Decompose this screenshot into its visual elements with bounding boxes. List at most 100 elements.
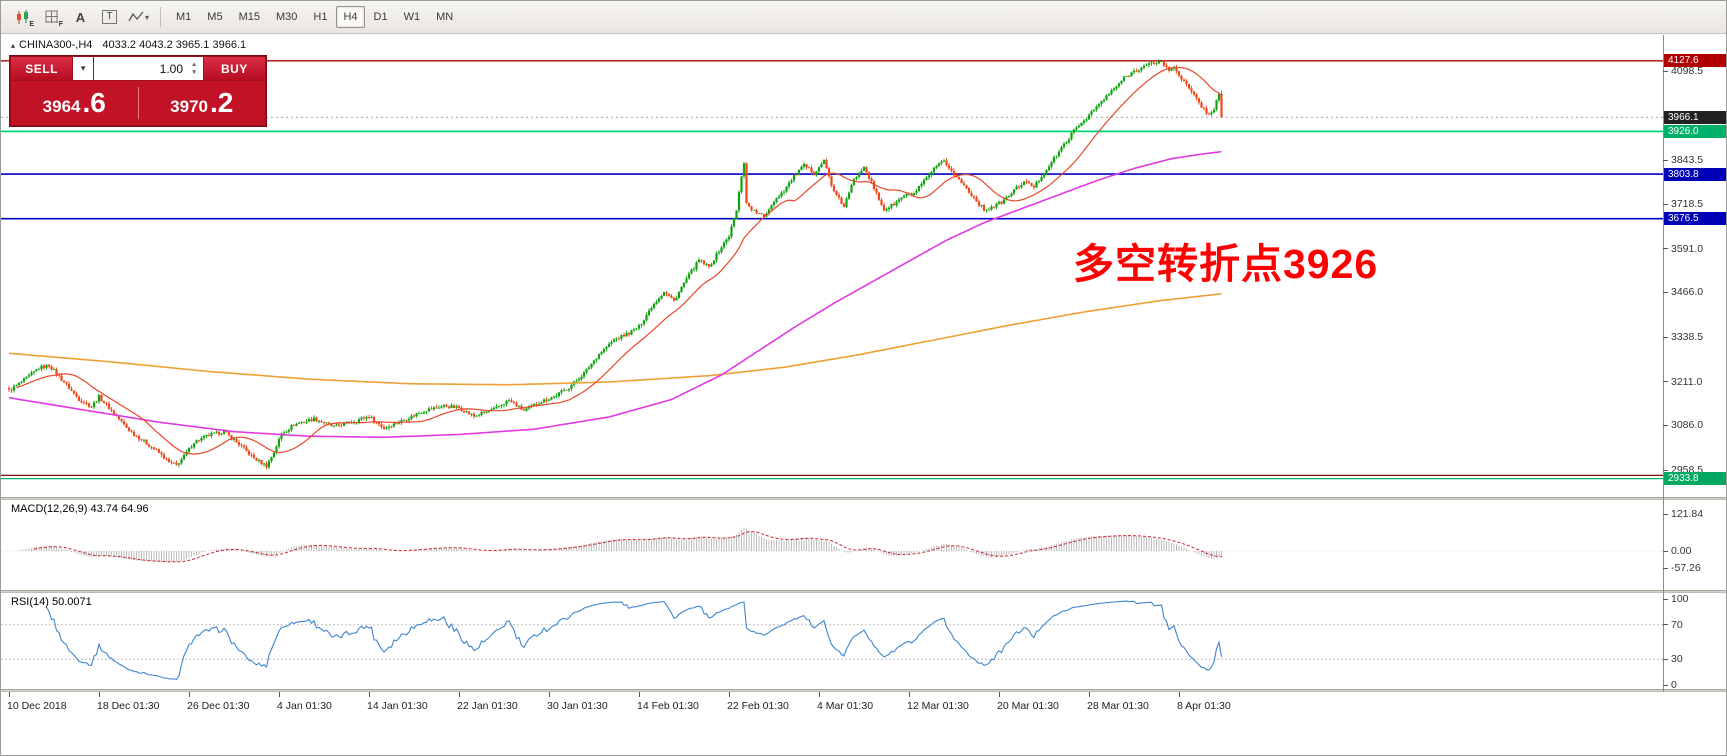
time-label: 22 Feb 01:30 xyxy=(727,700,789,712)
time-label: 4 Jan 01:30 xyxy=(277,700,332,712)
time-tick xyxy=(9,692,10,697)
rsi-panel[interactable] xyxy=(1,593,1663,689)
time-label: 4 Mar 01:30 xyxy=(817,700,874,712)
timeframe-h1[interactable]: H1 xyxy=(313,11,328,23)
one-click-trade-panel: SELL ▾ ▲ ▼ BUY 3964 .6 3970 .2 xyxy=(9,55,267,127)
time-tick xyxy=(909,692,910,697)
time-tick xyxy=(279,692,280,697)
price-tick: 3843.5 xyxy=(1671,154,1704,167)
time-label: 28 Mar 01:30 xyxy=(1087,700,1149,712)
rsi-label: RSI(14) 50.0071 xyxy=(11,596,92,608)
volume-decrease-icon[interactable]: ▼ xyxy=(190,68,198,76)
chart-annotation[interactable]: 多空转折点3926 xyxy=(1073,241,1379,287)
timeframe-m30[interactable]: M30 xyxy=(275,11,298,23)
dropdown-caret-icon: ▾ xyxy=(144,12,149,22)
toolbar: E F A T ▾ M1 M5 M15 M30 H1 H4 D1 W1 MN xyxy=(1,1,1726,34)
sell-button[interactable]: SELL xyxy=(11,57,73,80)
rsi-tick: 100 xyxy=(1671,593,1689,605)
panel-separator[interactable] xyxy=(1,497,1726,500)
axis-separator xyxy=(1663,35,1664,692)
ma-fast-line xyxy=(16,66,1222,455)
macd-tick: 121.84 xyxy=(1671,508,1704,521)
rsi-tick: 0 xyxy=(1671,679,1677,691)
ma-slow-line xyxy=(8,293,1222,386)
volume-increase-icon[interactable]: ▲ xyxy=(190,60,198,68)
price-badge-3926: 3926.0 xyxy=(1664,124,1726,138)
time-tick xyxy=(1089,692,1090,697)
trade-panel-controls: SELL ▾ ▲ ▼ BUY xyxy=(11,57,265,80)
order-type-dropdown[interactable]: ▾ xyxy=(73,57,94,80)
time-label: 20 Mar 01:30 xyxy=(997,700,1059,712)
price-divider xyxy=(137,87,139,119)
price-badge-2933.8: 2933.8 xyxy=(1664,472,1726,486)
time-label: 12 Mar 01:30 xyxy=(907,700,969,712)
timeframe-m1[interactable]: M1 xyxy=(176,11,192,23)
buy-price[interactable]: 3970 .2 xyxy=(139,87,266,119)
price-tick: 3718.5 xyxy=(1671,198,1704,210)
price-badge-3676.5: 3676.5 xyxy=(1664,212,1726,226)
sell-price-pips: .6 xyxy=(82,87,106,118)
volume-input[interactable] xyxy=(94,57,187,80)
rsi-tick: 30 xyxy=(1671,653,1683,666)
time-tick xyxy=(549,692,550,697)
line-studies-icon[interactable]: ▾ xyxy=(125,5,152,29)
price-tick: 3086.0 xyxy=(1671,419,1704,432)
price-tick: 4098.5 xyxy=(1671,65,1704,77)
timeframe-h4[interactable]: H4 xyxy=(336,6,365,28)
time-tick xyxy=(459,692,460,697)
price-tick: 3211.0 xyxy=(1671,375,1703,388)
timeframe-mn[interactable]: MN xyxy=(436,11,454,23)
time-tick xyxy=(639,692,640,697)
candlestick-chart-icon[interactable]: E xyxy=(9,5,36,29)
macd-signal-line xyxy=(33,531,1222,563)
price-axis[interactable]: 4098.5 3843.5 3718.5 3591.0 3466.0 3338.5 3211… xyxy=(1663,1,1726,716)
price-tick: 3338.5 xyxy=(1671,331,1704,343)
time-label: 14 Feb 01:30 xyxy=(637,700,699,712)
main-chart[interactable] xyxy=(1,35,1663,497)
price-tick: 3591.0 xyxy=(1671,242,1704,255)
panel-separator[interactable] xyxy=(1,689,1726,692)
time-tick xyxy=(189,692,190,697)
time-tick xyxy=(99,692,100,697)
macd-tick: -57.26 xyxy=(1671,562,1701,575)
collapse-trade-panel-icon[interactable]: ▴ xyxy=(11,40,16,50)
timeframe-m15[interactable]: M15 xyxy=(238,11,260,23)
time-tick xyxy=(999,692,1000,697)
chart-header: ▴ CHINA300-,H4 4033.2 4043.2 3965.1 3966… xyxy=(11,39,246,51)
ohlc-values: 4033.2 4043.2 3965.1 3966.1 xyxy=(102,39,247,51)
macd-label: MACD(12,26,9) 43.74 64.96 xyxy=(11,503,149,515)
rsi-tick: 70 xyxy=(1671,618,1683,631)
time-axis[interactable]: 10 Dec 2018 18 Dec 01:30 26 Dec 01:30 4 Jan… xyxy=(1,692,1663,718)
toolbar-separator xyxy=(160,7,161,27)
ma-mid-line xyxy=(8,150,1222,439)
time-label: 14 Jan 01:30 xyxy=(367,700,428,712)
macd-panel[interactable] xyxy=(1,500,1663,590)
timeframe-d1[interactable]: D1 xyxy=(373,11,388,23)
grid-icon[interactable]: F xyxy=(45,10,63,28)
timeframe-w1[interactable]: W1 xyxy=(403,11,421,23)
font-label-icon[interactable]: A xyxy=(75,9,86,25)
time-tick xyxy=(819,692,820,697)
timeframe-m5[interactable]: M5 xyxy=(207,11,223,23)
candlesticks xyxy=(7,59,1223,470)
text-box-icon[interactable]: T xyxy=(96,5,123,29)
time-tick xyxy=(729,692,730,697)
time-label: 8 Apr 01:30 xyxy=(1177,700,1231,712)
price-badge-3803.8: 3803.8 xyxy=(1664,167,1726,181)
sell-price-main: 3964 xyxy=(42,97,81,116)
trade-panel-prices: 3964 .6 3970 .2 xyxy=(11,81,265,125)
volume-steppers: ▲ ▼ xyxy=(186,57,202,80)
rsi-line xyxy=(46,600,1223,680)
volume-box: ▲ ▼ xyxy=(94,57,203,80)
time-label: 26 Dec 01:30 xyxy=(187,700,250,712)
time-label: 22 Jan 01:30 xyxy=(457,700,518,712)
time-label: 30 Jan 01:30 xyxy=(547,700,608,712)
chart-tool-group: E F A T ▾ xyxy=(9,5,152,29)
sell-price[interactable]: 3964 .6 xyxy=(11,87,138,119)
time-tick xyxy=(1179,692,1180,697)
buy-button[interactable]: BUY xyxy=(203,57,265,80)
price-badge-3966.1: 3966.1 xyxy=(1664,110,1726,124)
panel-separator[interactable] xyxy=(1,590,1726,593)
symbol-title: CHINA300-,H4 xyxy=(19,39,93,51)
